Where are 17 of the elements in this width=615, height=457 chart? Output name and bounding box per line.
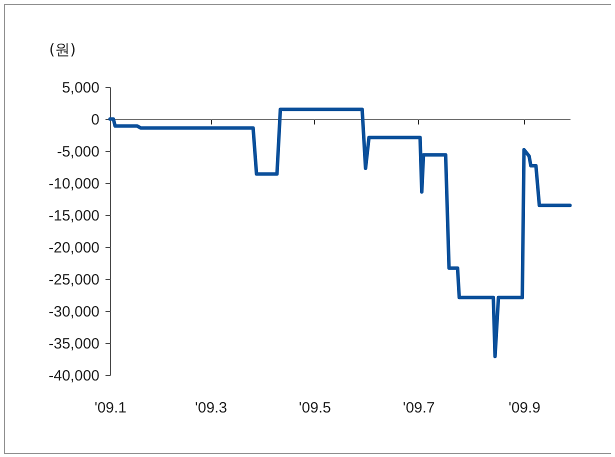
- x-tick-label: '09.5: [298, 400, 331, 416]
- y-tick-label: -25,000: [48, 272, 100, 288]
- y-tick-label: -30,000: [48, 304, 100, 320]
- y-axis-title: (원): [49, 40, 76, 58]
- x-tick-label: '09.7: [402, 400, 435, 416]
- x-tick-label: '09.1: [94, 400, 127, 416]
- y-tick-label: 0: [91, 112, 100, 128]
- x-tick-label: '09.3: [194, 400, 228, 416]
- y-tick-label: -35,000: [48, 336, 100, 352]
- x-tick-label: '09.9: [508, 400, 541, 416]
- y-tick-label: -20,000: [48, 240, 100, 256]
- line-series: [108, 108, 572, 358]
- y-tick-label: -40,000: [48, 368, 100, 384]
- y-tick-label: 5,000: [62, 80, 100, 96]
- y-tick-label: -10,000: [48, 176, 100, 192]
- y-tick-label: -15,000: [48, 208, 100, 224]
- y-tick-label: -5,000: [56, 144, 100, 160]
